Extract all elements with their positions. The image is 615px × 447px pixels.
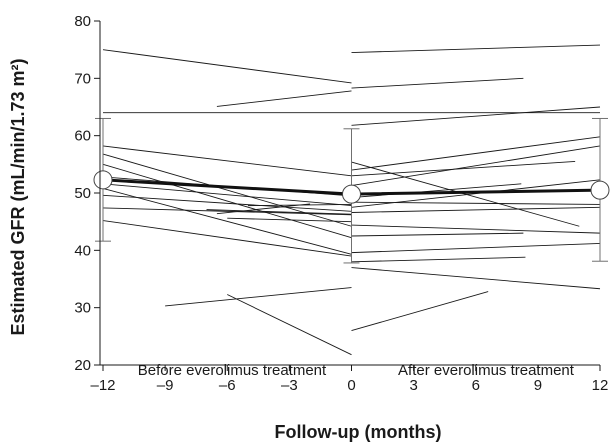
mean-trajectory	[93, 117, 610, 264]
patient-line	[102, 187, 352, 255]
mean-point	[342, 184, 361, 204]
mean-point	[590, 180, 610, 200]
patient-line	[351, 106, 601, 126]
patient-line	[216, 90, 352, 107]
patient-line	[351, 206, 601, 213]
patient-line	[351, 224, 601, 234]
y-tick-label: 60	[74, 128, 91, 145]
patient-line	[102, 49, 352, 84]
patient-line	[227, 217, 352, 223]
patient-line	[351, 256, 526, 263]
patient-line	[102, 153, 352, 227]
y-tick-label: 50	[74, 185, 91, 202]
patient-line	[206, 209, 352, 215]
patient-line	[102, 220, 352, 257]
patient-line	[102, 183, 352, 207]
patient-line	[351, 183, 522, 199]
patient-line	[216, 203, 311, 215]
patient-line	[351, 161, 576, 177]
patient-line	[165, 287, 352, 307]
patient-line	[351, 291, 489, 332]
patient-line	[102, 145, 352, 177]
x-tick-label: 12	[592, 377, 609, 394]
patient-line	[351, 267, 601, 290]
patient-line	[102, 163, 352, 239]
x-tick-label: 3	[409, 377, 417, 394]
patient-line	[351, 161, 580, 227]
y-tick-label: 80	[74, 13, 91, 30]
x-tick-label: –6	[219, 377, 236, 394]
patient-line	[351, 145, 601, 186]
tick-marks: –12 –9 –6 –3 0 3 6 9 12 20 30 40 50 60 70 80	[74, 13, 608, 394]
x-tick-label: 6	[472, 377, 480, 394]
patient-line	[351, 77, 524, 89]
patient-line	[351, 136, 601, 171]
y-tick-label: 70	[74, 70, 91, 87]
x-tick-label: –12	[90, 377, 115, 394]
individual-trajectories	[102, 44, 601, 356]
y-tick-label: 30	[74, 300, 91, 317]
patient-line	[102, 194, 352, 212]
patient-line	[227, 294, 352, 356]
patient-line	[351, 243, 601, 254]
x-axis-title: Follow-up (months)	[275, 422, 442, 442]
x-tick-label: 0	[347, 377, 355, 394]
y-tick-label: 40	[74, 242, 91, 259]
mean-point	[93, 170, 113, 190]
y-tick-label: 20	[74, 357, 91, 374]
annotation-after: After everolimus treatment	[398, 362, 575, 379]
patient-line	[351, 44, 601, 53]
x-tick-label: 9	[534, 377, 542, 394]
annotation-before: Before everolimus treatment	[138, 362, 327, 379]
x-tick-label: –9	[157, 377, 174, 394]
patient-line	[102, 207, 352, 216]
y-axis-title: Estimated GFR (mL/min/1.73 m²)	[8, 58, 28, 335]
x-tick-label: –3	[281, 377, 298, 394]
patient-line	[351, 232, 524, 237]
